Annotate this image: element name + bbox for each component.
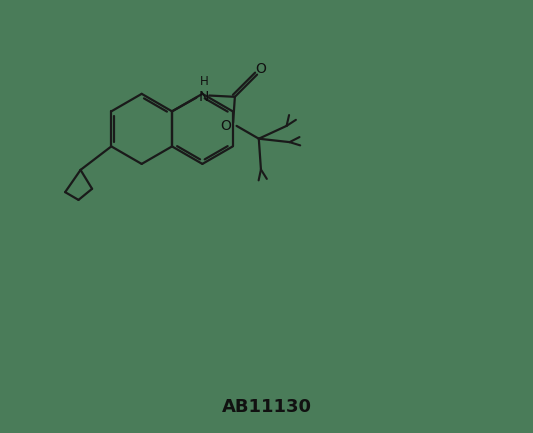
Text: AB11130: AB11130 xyxy=(222,398,311,416)
Text: H: H xyxy=(200,75,208,88)
Text: O: O xyxy=(255,62,266,77)
Text: N: N xyxy=(199,90,209,104)
Text: O: O xyxy=(220,119,231,133)
